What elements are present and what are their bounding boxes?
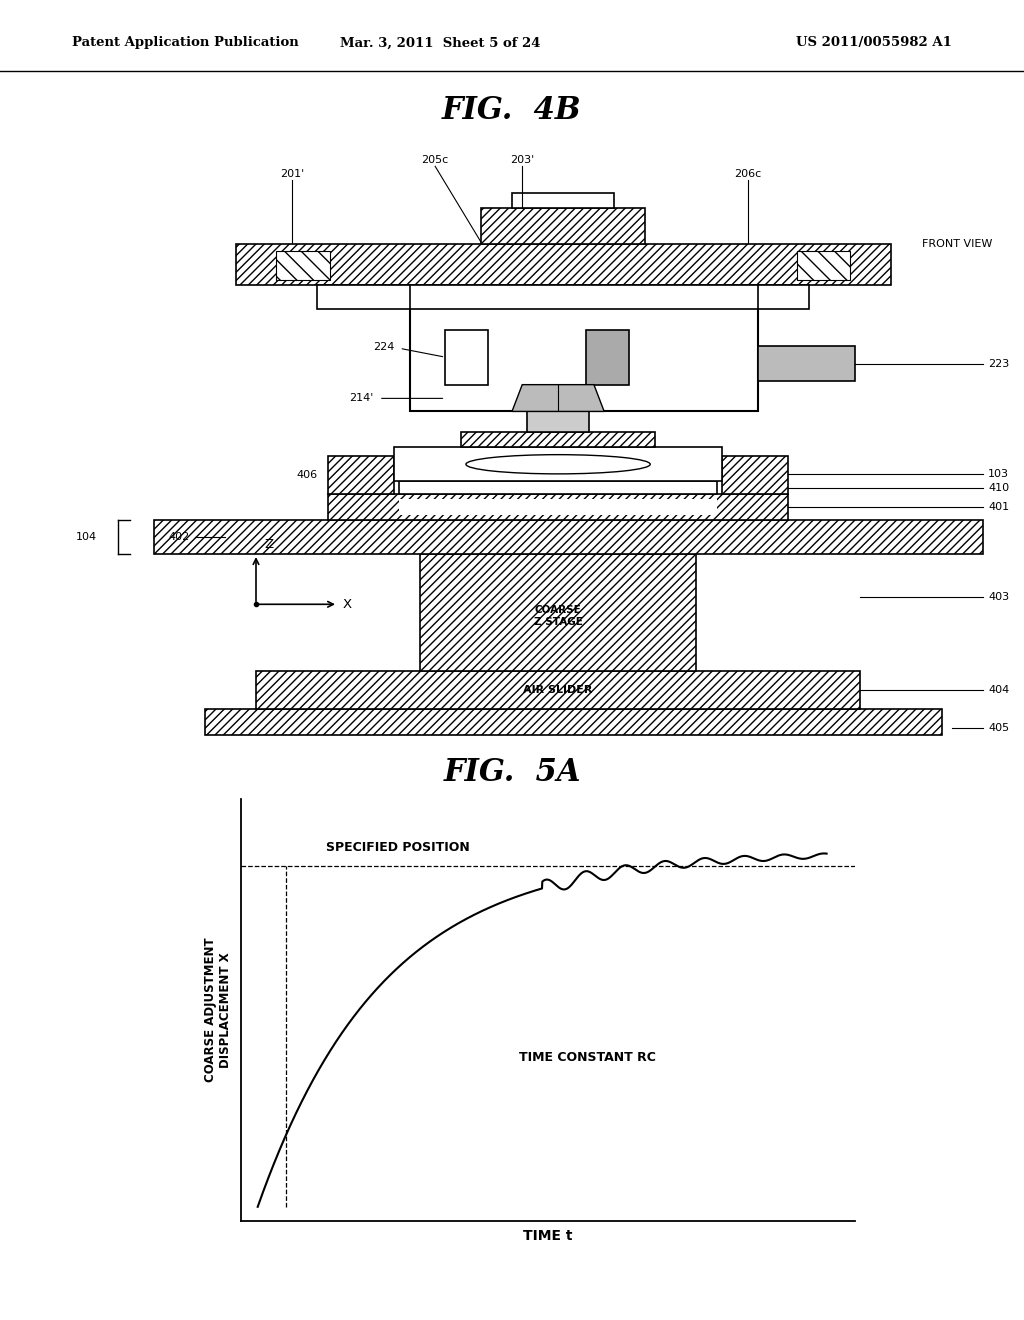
Text: SPECIFIED POSITION: SPECIFIED POSITION	[326, 841, 470, 854]
Text: 205c: 205c	[422, 154, 449, 165]
Text: 404: 404	[988, 685, 1010, 696]
X-axis label: TIME t: TIME t	[523, 1229, 572, 1243]
Bar	[276, 251, 330, 280]
Bar	[394, 447, 722, 482]
Text: 203': 203'	[510, 154, 535, 165]
Text: AIR SLIDER: AIR SLIDER	[523, 685, 593, 696]
Bar	[527, 412, 589, 432]
Text: 206c: 206c	[734, 169, 761, 178]
Text: FRONT VIEW: FRONT VIEW	[922, 239, 992, 249]
Text: 405: 405	[988, 723, 1010, 733]
Y-axis label: COARSE ADJUSTMENT
DISPLACEMENT X: COARSE ADJUSTMENT DISPLACEMENT X	[205, 937, 232, 1082]
Text: 214': 214'	[349, 393, 374, 404]
Bar	[445, 330, 488, 384]
Bar	[758, 346, 855, 381]
Bar	[410, 305, 758, 412]
Text: 201': 201'	[280, 169, 304, 178]
Bar	[461, 432, 655, 447]
Bar	[420, 554, 696, 671]
Bar	[722, 455, 788, 494]
Ellipse shape	[466, 454, 650, 474]
Text: 104: 104	[76, 532, 97, 543]
Bar	[328, 494, 788, 520]
Text: X: X	[343, 598, 352, 611]
Text: COARSE
Z STAGE: COARSE Z STAGE	[534, 605, 583, 627]
Text: 410: 410	[988, 483, 1010, 492]
Text: Z: Z	[264, 539, 273, 552]
Text: FIG.  5A: FIG. 5A	[443, 756, 581, 788]
Polygon shape	[512, 384, 604, 412]
Text: 223: 223	[988, 359, 1010, 370]
Bar	[399, 499, 717, 515]
Text: US 2011/0055982 A1: US 2011/0055982 A1	[797, 37, 952, 49]
Bar	[236, 244, 891, 285]
Bar	[205, 709, 942, 735]
Text: Mar. 3, 2011  Sheet 5 of 24: Mar. 3, 2011 Sheet 5 of 24	[340, 37, 541, 49]
Bar	[481, 209, 645, 244]
Bar	[586, 330, 629, 384]
Bar	[317, 285, 809, 309]
Bar	[154, 520, 983, 554]
Bar	[512, 193, 614, 209]
Text: 406: 406	[296, 470, 317, 480]
Text: 401: 401	[988, 502, 1010, 512]
Text: 402: 402	[168, 532, 189, 543]
Text: Patent Application Publication: Patent Application Publication	[72, 37, 298, 49]
Bar	[328, 455, 394, 494]
Bar	[256, 671, 860, 709]
Text: TIME CONSTANT RC: TIME CONSTANT RC	[519, 1051, 656, 1064]
Text: 103: 103	[988, 469, 1010, 479]
Text: 224: 224	[373, 342, 394, 352]
Text: 403: 403	[988, 593, 1010, 602]
Bar	[399, 482, 717, 494]
Bar	[797, 251, 850, 280]
Text: FIG.  4B: FIG. 4B	[442, 95, 582, 125]
